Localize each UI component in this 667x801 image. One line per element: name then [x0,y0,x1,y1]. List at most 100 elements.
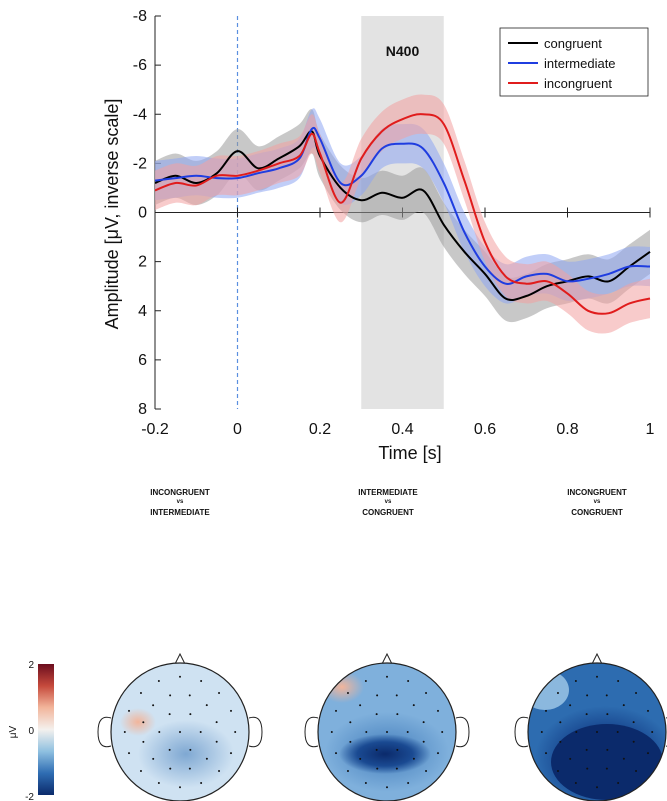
series-line-intermediate [154,126,651,285]
contrast-3-bottom: CONGRUENT [571,508,623,517]
electrode [188,694,191,697]
electrode [632,740,635,743]
y-tick-label: 0 [138,205,147,222]
erp-chart: N400 -8 -6 -4 -2 0 2 4 6 8 -0.2 0 0.2 0.4 0.6 0.8 1 con… [102,8,655,463]
negative-region [138,720,234,788]
right-ear [455,716,470,748]
electrode [364,781,367,784]
topomap-1 [97,652,263,801]
electrode [596,786,598,789]
colorbar-max-label: 2 [28,660,34,671]
electrode [622,757,625,760]
electrode [425,691,428,694]
electrode [346,770,349,773]
electrode [335,709,338,712]
electrode [559,740,562,743]
electrode [569,704,572,707]
electrode [215,740,218,743]
contrast-label-3: INCONGRUENT vs CONGRUENT [537,487,657,518]
electrode [375,713,378,716]
x-axis-title: Time [s] [378,443,441,463]
electrode [545,709,548,712]
electrode [386,731,388,733]
electrode [559,721,562,724]
axes-layer: -8 -6 -4 -2 0 2 4 6 8 -0.2 0 0.2 0.4 0.6 0.8 1 [133,8,655,438]
x-tick-label: 0.8 [556,421,578,438]
electrode [157,781,160,784]
contrast-label-1: INCONGRUENT vs INTERMEDIATE [120,487,240,518]
electrode [441,731,444,733]
negative-core [339,734,431,774]
electrode [158,731,161,733]
colorbar-min-label: -2 [25,792,34,801]
electrode [616,731,619,733]
left-ear [514,716,529,748]
electrode [585,748,588,751]
electrode [335,752,338,755]
electrode [128,709,131,712]
y-tick-label: -8 [133,8,147,25]
series-line-incongruent [154,113,651,315]
colorbar: 2 0 -2 μV [8,660,54,801]
electrode [651,731,654,733]
legend: congruent intermediate incongruent [499,27,649,97]
contrast-2-bottom: CONGRUENT [362,508,414,517]
electrode [128,752,131,755]
topomap-2 [304,652,470,801]
topomap-panel: 2 0 -2 μV [8,652,667,801]
electrode [364,680,367,683]
electrode [406,731,409,733]
electrode [396,748,399,751]
electrode [556,691,559,694]
electrode [569,757,572,760]
x-tick-label: 0.6 [474,421,496,438]
contrast-label-2: INTERMEDIATE vs CONGRUENT [328,487,448,518]
error-band-incongruent [155,94,650,334]
y-tick-label: 2 [138,254,147,271]
electrode [407,781,410,784]
x-tick-label: -0.2 [141,421,169,438]
electrode [349,740,352,743]
legend-label-congruent: congruent [544,36,602,51]
electrode [605,767,608,770]
contrast-1-vs: vs [176,499,184,505]
electrode [179,731,181,733]
positive-region [120,708,156,736]
electrode [395,694,398,697]
x-tick-label: 0.2 [309,421,331,438]
electrode [215,721,218,724]
y-tick-label: 8 [138,401,147,418]
electrode [386,786,388,789]
head-outline [317,662,457,801]
y-axis-title: Amplitude [μV, inverse scale] [102,99,122,330]
left-ear [304,716,319,748]
y-tick-label: 4 [138,303,147,320]
electrode [422,721,425,724]
left-ear [97,716,112,748]
nose [591,652,603,665]
electrode [606,748,609,751]
contrast-1-top: INCONGRUENT [150,488,210,497]
topomaps [97,652,667,801]
electrode [586,767,589,770]
head-outline [110,662,250,801]
electrode [617,680,620,683]
electrode [168,713,171,716]
electrode [635,691,638,694]
electrode [205,757,208,760]
electrode [585,713,588,716]
x-tick-label: 0.4 [391,421,413,438]
electrode [169,694,172,697]
electrode [229,709,232,712]
electrode [376,767,379,770]
weak-region [528,670,569,710]
electrode [205,704,208,707]
electrode [635,770,638,773]
electrode [142,740,145,743]
contrast-2-top: INTERMEDIATE [358,488,418,497]
electrode [142,721,145,724]
electrode [359,757,362,760]
electrode [359,704,362,707]
n400-window-label: N400 [386,43,420,59]
nose [381,652,393,665]
